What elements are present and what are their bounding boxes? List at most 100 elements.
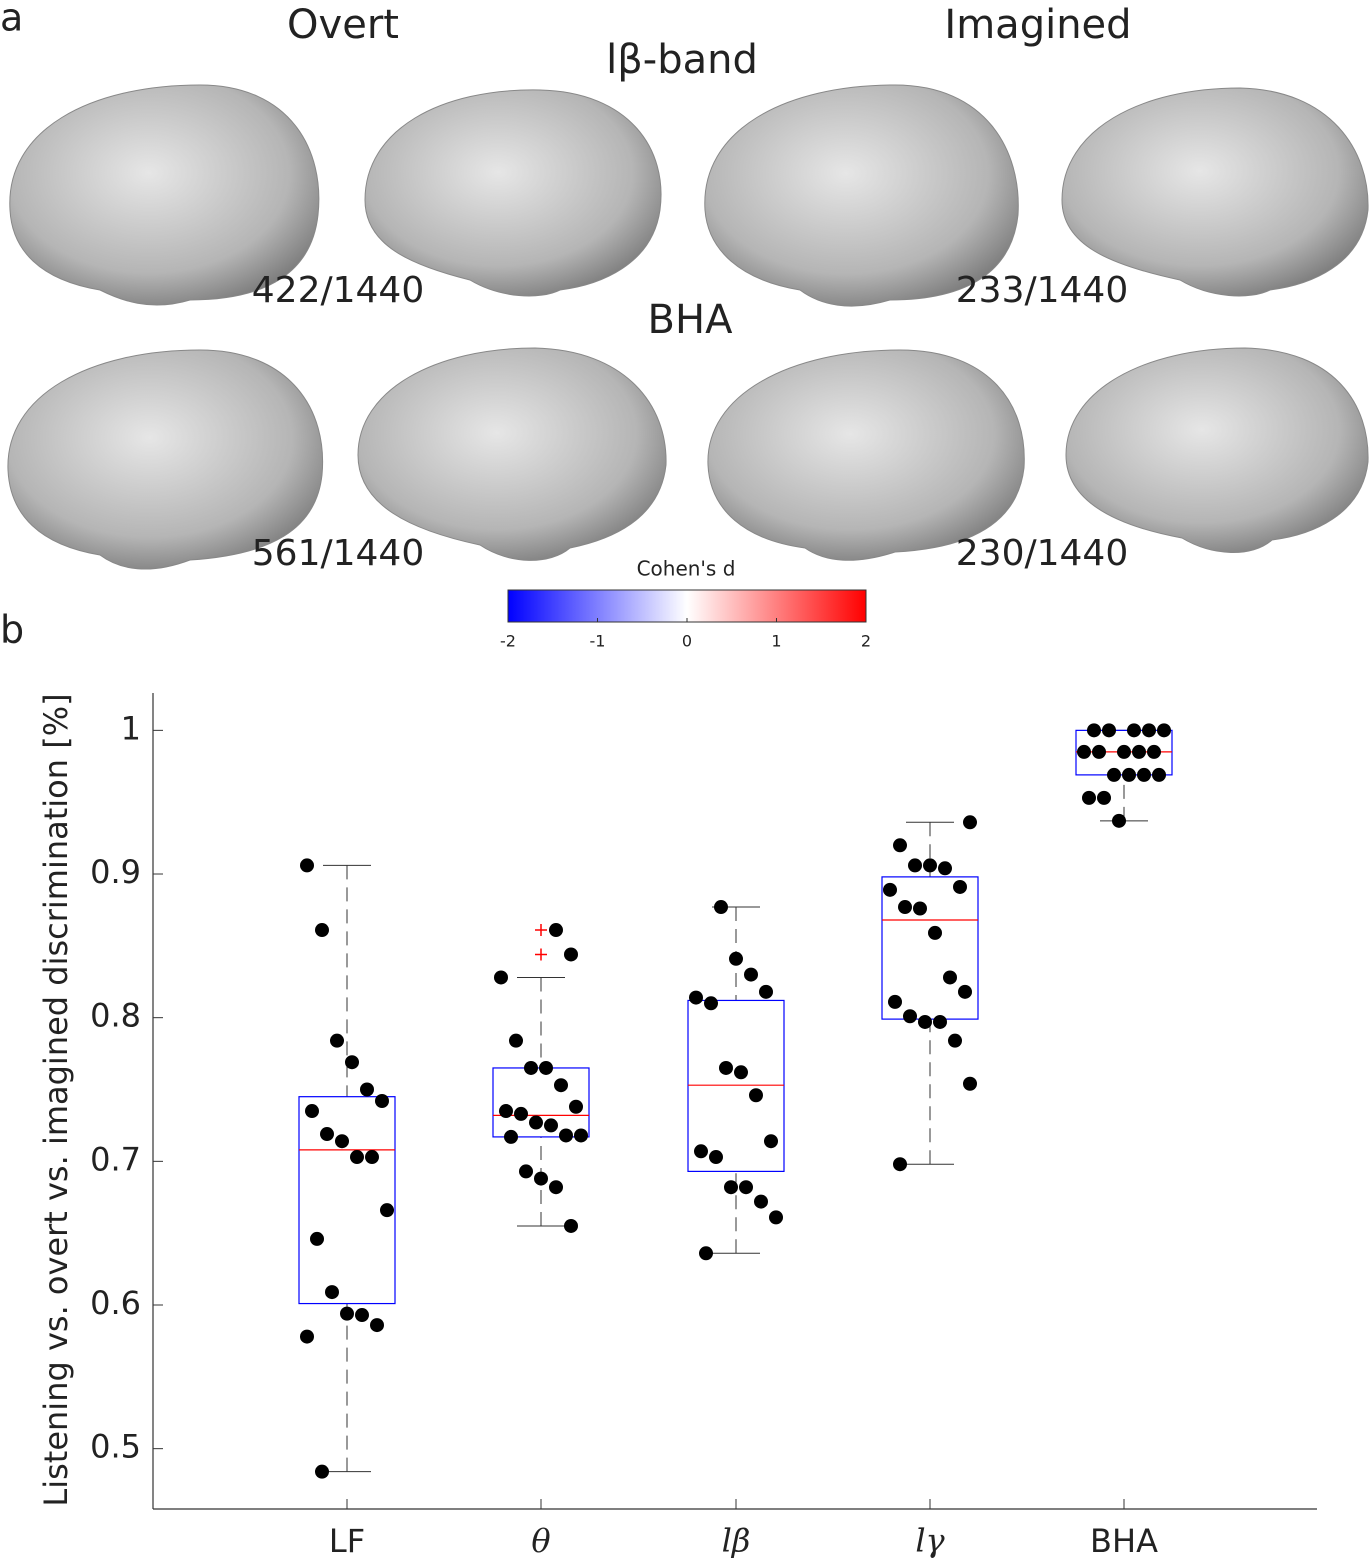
data-point bbox=[893, 838, 907, 853]
data-point bbox=[734, 1065, 748, 1080]
data-point bbox=[1077, 744, 1091, 759]
colorbar-tick-label: 1 bbox=[771, 632, 781, 651]
data-point bbox=[325, 1285, 339, 1300]
data-point bbox=[1157, 723, 1171, 738]
data-point bbox=[744, 967, 758, 982]
y-tick-label: 0.8 bbox=[90, 997, 141, 1035]
brain bbox=[357, 347, 667, 561]
count-label: 230/1440 bbox=[956, 533, 1128, 574]
data-point bbox=[933, 1014, 947, 1029]
data-point bbox=[1137, 767, 1151, 782]
y-tick-label: 0.9 bbox=[90, 853, 141, 891]
data-point bbox=[888, 994, 902, 1009]
data-point bbox=[963, 1076, 977, 1091]
data-point bbox=[754, 1194, 768, 1209]
data-point bbox=[689, 990, 703, 1005]
data-point bbox=[749, 1088, 763, 1103]
data-point bbox=[1132, 744, 1146, 759]
data-point bbox=[559, 1128, 573, 1143]
y-tick-label: 0.7 bbox=[90, 1140, 141, 1178]
data-point bbox=[494, 970, 508, 985]
colorbar-tick-label: 0 bbox=[682, 632, 692, 651]
row-title: BHA bbox=[648, 297, 734, 343]
whisker-high bbox=[517, 976, 565, 1068]
brain bbox=[364, 89, 662, 297]
data-point bbox=[355, 1308, 369, 1323]
data-point bbox=[943, 970, 957, 985]
data-point bbox=[564, 1218, 578, 1233]
x-tick-label: BHA bbox=[1090, 1522, 1158, 1560]
data-point bbox=[1142, 723, 1156, 738]
data-point bbox=[903, 1009, 917, 1024]
data-point bbox=[913, 901, 927, 916]
brain bbox=[707, 349, 1025, 561]
data-point bbox=[699, 1246, 713, 1261]
brain bbox=[7, 349, 324, 570]
data-point bbox=[574, 1128, 588, 1143]
data-point bbox=[1092, 744, 1106, 759]
data-point bbox=[1082, 790, 1096, 805]
data-point bbox=[365, 1150, 379, 1165]
data-point bbox=[928, 925, 942, 940]
data-point bbox=[345, 1055, 359, 1070]
data-point bbox=[315, 923, 329, 938]
data-point bbox=[340, 1306, 354, 1321]
outlier bbox=[535, 924, 547, 937]
data-point bbox=[544, 1118, 558, 1133]
panel-label: b bbox=[0, 608, 24, 652]
data-point bbox=[310, 1231, 324, 1246]
data-point bbox=[504, 1129, 518, 1144]
data-point bbox=[514, 1106, 528, 1121]
data-point bbox=[315, 1464, 329, 1479]
brain bbox=[1065, 347, 1369, 554]
data-point bbox=[1122, 767, 1136, 782]
y-axis-label: Listening vs. overt vs. imagined discrim… bbox=[37, 693, 75, 1506]
data-point bbox=[1117, 744, 1131, 759]
brain-renderings bbox=[7, 84, 1369, 570]
x-tick-label: LF bbox=[329, 1522, 365, 1560]
data-point bbox=[564, 947, 578, 962]
data-point bbox=[963, 815, 977, 830]
data-point bbox=[709, 1150, 723, 1165]
data-point bbox=[569, 1099, 583, 1114]
y-tick-label: 1 bbox=[121, 709, 141, 747]
data-point bbox=[320, 1127, 334, 1142]
panel-label: a bbox=[0, 0, 23, 40]
colorbar-tick-label: 2 bbox=[861, 632, 871, 651]
data-point bbox=[883, 882, 897, 897]
data-point bbox=[1127, 723, 1141, 738]
whisker-low bbox=[906, 1019, 954, 1165]
data-point bbox=[953, 879, 967, 894]
data-point bbox=[335, 1134, 349, 1149]
data-point bbox=[524, 1060, 538, 1075]
count-label: 233/1440 bbox=[956, 270, 1128, 311]
data-point bbox=[375, 1094, 389, 1108]
data-point bbox=[1112, 813, 1126, 828]
data-point bbox=[714, 900, 728, 915]
data-point bbox=[549, 923, 563, 938]
data-point bbox=[350, 1150, 364, 1165]
data-point bbox=[1147, 744, 1161, 759]
data-point bbox=[764, 1134, 778, 1149]
data-point bbox=[330, 1033, 344, 1048]
data-point bbox=[360, 1082, 374, 1097]
data-point bbox=[529, 1115, 543, 1130]
column-title: Overt bbox=[287, 2, 399, 48]
colorbar bbox=[507, 589, 867, 623]
whisker-high bbox=[323, 864, 371, 1097]
data-point bbox=[509, 1033, 523, 1048]
data-point bbox=[729, 951, 743, 966]
data-point bbox=[769, 1210, 783, 1225]
x-tick-label: lβ bbox=[722, 1522, 751, 1560]
colorbar-label: Cohen's d bbox=[637, 557, 736, 581]
data-point bbox=[300, 858, 314, 873]
box bbox=[298, 1096, 396, 1305]
data-point bbox=[499, 1104, 513, 1119]
box bbox=[687, 999, 785, 1172]
data-point bbox=[918, 1014, 932, 1029]
data-point bbox=[534, 1171, 548, 1186]
data-point bbox=[305, 1104, 319, 1119]
data-point bbox=[719, 1060, 733, 1075]
x-tick-label: lγ bbox=[915, 1522, 945, 1560]
data-point bbox=[704, 996, 718, 1011]
